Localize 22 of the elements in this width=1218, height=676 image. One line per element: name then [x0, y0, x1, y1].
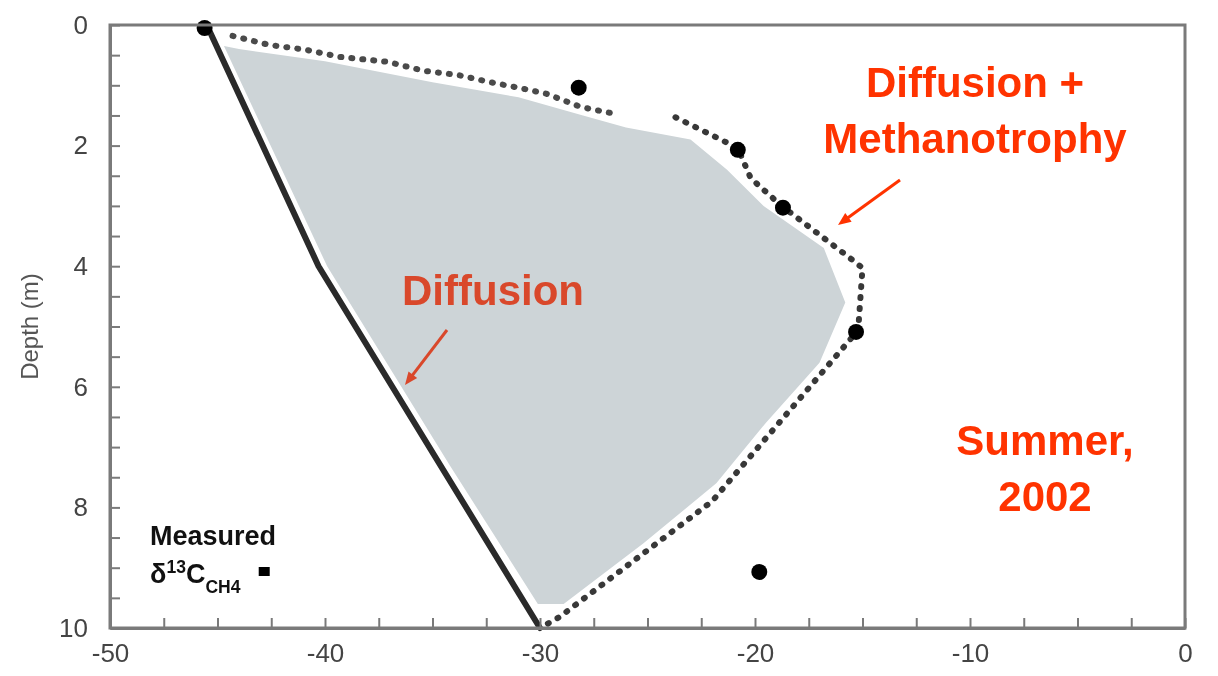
point [848, 323, 865, 340]
x-tick-label: -30 [521, 638, 560, 669]
annotation: Diffusion [402, 267, 584, 314]
y-tick-label: 0 [73, 9, 88, 40]
annotation: Summer, 2002 [956, 417, 1134, 520]
x-tick-label: -20 [736, 638, 775, 669]
y-tick-label: 2 [73, 130, 88, 161]
text: Measured δ$^{13}$C$_{CH4}$ [150, 521, 284, 597]
x-tick-label: -50 [91, 638, 130, 669]
y-tick-label: 6 [73, 371, 88, 402]
y-tick-label: 10 [59, 612, 88, 643]
x-tick-label: 0 [1178, 638, 1193, 669]
point [570, 79, 587, 96]
annotation: Diffusion + Methanotrophy [823, 59, 1128, 162]
y-tick-label: 8 [73, 492, 88, 523]
x-tick-label: -10 [951, 638, 990, 669]
x-tick-label: -40 [306, 638, 345, 669]
point [774, 199, 791, 216]
y-axis-title: Depth (m) [16, 273, 43, 380]
point [751, 563, 768, 580]
y-tick-label: 4 [73, 251, 88, 282]
point [729, 141, 746, 158]
